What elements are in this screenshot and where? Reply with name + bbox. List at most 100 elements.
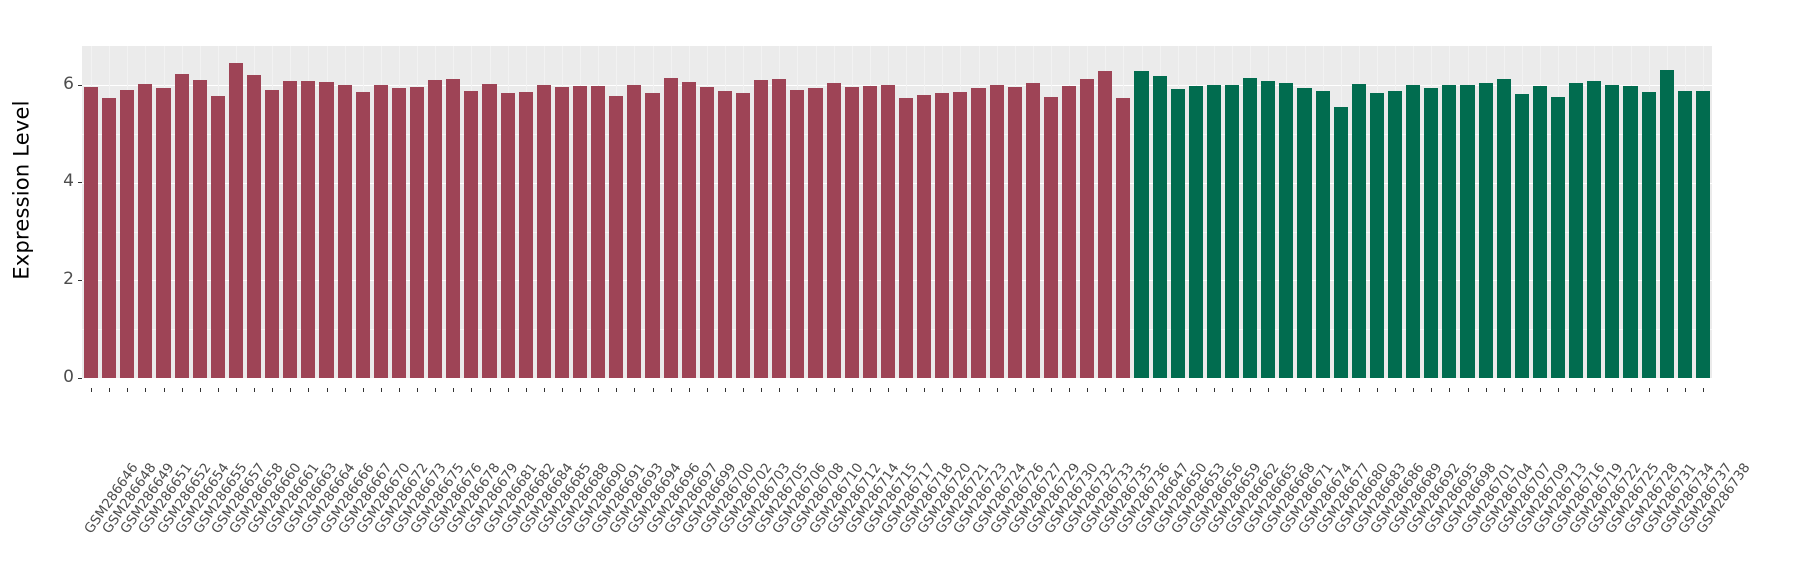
bar[interactable] bbox=[898, 98, 914, 378]
bar[interactable] bbox=[1333, 107, 1348, 378]
bar[interactable] bbox=[971, 88, 986, 378]
x-axis-tick-mark bbox=[1250, 388, 1251, 392]
bar[interactable] bbox=[917, 94, 932, 378]
bar[interactable] bbox=[446, 79, 461, 378]
bar[interactable] bbox=[1569, 83, 1584, 378]
bar[interactable] bbox=[1206, 85, 1221, 378]
bar[interactable] bbox=[301, 80, 316, 378]
bar[interactable] bbox=[717, 91, 732, 378]
bar[interactable] bbox=[953, 91, 968, 378]
bar[interactable] bbox=[102, 97, 117, 378]
bar[interactable] bbox=[663, 78, 678, 378]
bar[interactable] bbox=[156, 88, 171, 378]
bar[interactable] bbox=[1496, 78, 1511, 378]
bar[interactable] bbox=[1152, 76, 1167, 378]
bar[interactable] bbox=[772, 79, 787, 378]
bar[interactable] bbox=[1170, 88, 1185, 378]
bar[interactable] bbox=[1424, 88, 1439, 378]
bar[interactable] bbox=[337, 84, 352, 378]
bar[interactable] bbox=[862, 85, 877, 378]
x-axis-tick-mark bbox=[1142, 388, 1143, 392]
bar[interactable] bbox=[808, 88, 823, 378]
bar[interactable] bbox=[518, 92, 533, 378]
bar[interactable] bbox=[1550, 96, 1566, 378]
plot-panel bbox=[82, 46, 1712, 379]
bar[interactable] bbox=[1080, 79, 1095, 378]
bar[interactable] bbox=[1587, 80, 1602, 378]
bar[interactable] bbox=[1442, 85, 1457, 378]
bar[interactable] bbox=[572, 85, 588, 378]
bar[interactable] bbox=[754, 80, 769, 378]
bar[interactable] bbox=[627, 85, 642, 378]
bar[interactable] bbox=[482, 84, 497, 378]
bar[interactable] bbox=[609, 96, 624, 378]
bar[interactable] bbox=[1188, 86, 1203, 378]
bar[interactable] bbox=[373, 85, 388, 378]
bar[interactable] bbox=[1532, 85, 1547, 378]
bar[interactable] bbox=[464, 90, 479, 378]
bar[interactable] bbox=[1007, 86, 1022, 378]
bar[interactable] bbox=[355, 91, 370, 378]
bar[interactable] bbox=[210, 95, 225, 378]
bar[interactable] bbox=[1677, 90, 1692, 378]
bar[interactable] bbox=[1460, 84, 1475, 378]
bar[interactable] bbox=[1116, 97, 1131, 378]
bar[interactable] bbox=[246, 74, 262, 378]
bar[interactable] bbox=[1514, 94, 1529, 378]
bar[interactable] bbox=[989, 85, 1004, 378]
x-axis-tick-mark bbox=[200, 388, 201, 392]
x-axis-tick-mark bbox=[598, 388, 599, 392]
bar[interactable] bbox=[500, 92, 515, 378]
bar[interactable] bbox=[409, 86, 425, 378]
x-axis-tick-mark bbox=[1178, 388, 1179, 392]
bar[interactable] bbox=[1243, 77, 1258, 378]
bar[interactable] bbox=[826, 83, 841, 378]
bar[interactable] bbox=[880, 85, 895, 378]
bar[interactable] bbox=[428, 80, 443, 378]
bar[interactable] bbox=[138, 83, 153, 378]
bar[interactable] bbox=[591, 86, 606, 378]
bar[interactable] bbox=[844, 87, 859, 378]
bar[interactable] bbox=[790, 89, 805, 378]
bar[interactable] bbox=[1098, 71, 1113, 378]
bar[interactable] bbox=[1279, 82, 1294, 378]
bar[interactable] bbox=[319, 81, 334, 378]
bar[interactable] bbox=[1641, 92, 1656, 378]
bar[interactable] bbox=[1025, 83, 1040, 378]
bar[interactable] bbox=[1061, 86, 1077, 378]
bar[interactable] bbox=[391, 88, 406, 378]
bar[interactable] bbox=[1406, 85, 1421, 378]
y-axis-tick-mark bbox=[78, 84, 82, 86]
x-axis-tick-mark bbox=[1395, 388, 1396, 392]
bar[interactable] bbox=[1134, 71, 1149, 378]
bar[interactable] bbox=[174, 74, 189, 378]
bar[interactable] bbox=[265, 89, 280, 378]
bar[interactable] bbox=[1224, 85, 1240, 378]
bar[interactable] bbox=[681, 82, 696, 378]
bar[interactable] bbox=[935, 93, 950, 378]
bar[interactable] bbox=[120, 90, 135, 378]
bar[interactable] bbox=[228, 62, 243, 378]
bar[interactable] bbox=[1659, 70, 1674, 378]
bar[interactable] bbox=[83, 87, 99, 378]
bar[interactable] bbox=[1351, 83, 1366, 378]
bar[interactable] bbox=[192, 80, 207, 378]
bar[interactable] bbox=[1261, 80, 1276, 378]
bar[interactable] bbox=[1478, 82, 1493, 378]
bar[interactable] bbox=[554, 87, 569, 378]
bar[interactable] bbox=[1315, 90, 1330, 378]
bar[interactable] bbox=[1605, 85, 1620, 378]
x-axis-tick-mark bbox=[254, 388, 255, 392]
bar[interactable] bbox=[1387, 90, 1403, 378]
bar[interactable] bbox=[1297, 88, 1312, 378]
x-axis-tick-mark bbox=[164, 388, 165, 392]
bar[interactable] bbox=[536, 85, 551, 378]
bar[interactable] bbox=[699, 86, 714, 378]
bar[interactable] bbox=[1369, 92, 1384, 378]
bar[interactable] bbox=[735, 93, 751, 378]
bar[interactable] bbox=[1695, 91, 1710, 378]
bar[interactable] bbox=[1043, 96, 1058, 378]
bar[interactable] bbox=[645, 93, 660, 378]
bar[interactable] bbox=[283, 81, 298, 378]
bar[interactable] bbox=[1623, 86, 1638, 378]
